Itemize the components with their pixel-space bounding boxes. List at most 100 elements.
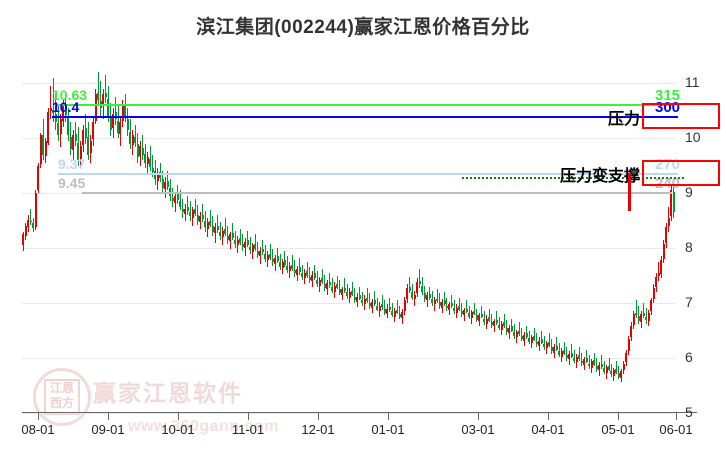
- candle-body: [191, 209, 194, 218]
- candle-body: [141, 148, 144, 155]
- y-axis-label-11: 11: [685, 74, 700, 91]
- candle-body: [465, 308, 468, 312]
- candle-wick: [488, 308, 490, 322]
- candle-wick: [30, 208, 32, 225]
- candle-wick: [214, 223, 216, 243]
- candle-body: [176, 194, 179, 200]
- candle-body: [573, 358, 576, 361]
- x-axis-label-09-01: 09-01: [91, 422, 125, 437]
- candle-body: [610, 371, 613, 375]
- candle-wick: [533, 327, 535, 342]
- candle-body: [318, 280, 321, 286]
- candle-wick: [444, 292, 445, 306]
- candle-wick: [299, 258, 301, 275]
- candle-body: [450, 303, 453, 307]
- candle-body: [231, 232, 234, 239]
- candle-wick: [369, 293, 371, 309]
- candle-wick: [331, 278, 333, 294]
- candle-body: [144, 153, 147, 163]
- candle-wick: [638, 305, 640, 324]
- candle-wick: [461, 303, 463, 317]
- candle-body: [403, 300, 406, 311]
- candle-body: [204, 220, 207, 228]
- candle-body: [538, 340, 541, 346]
- candle-wick: [202, 204, 204, 222]
- candle-body: [199, 216, 202, 222]
- candle-body: [77, 142, 80, 161]
- candle-body: [126, 119, 129, 130]
- x-axis-label-01-01: 01-01: [371, 422, 405, 437]
- candle-body: [376, 305, 379, 310]
- candle-body: [381, 304, 384, 308]
- candle-body: [249, 247, 252, 251]
- candle-body: [445, 305, 448, 309]
- candle-wick: [473, 303, 475, 316]
- candle-wick: [558, 342, 560, 357]
- candle-body: [665, 227, 668, 243]
- candle-body: [358, 294, 361, 299]
- y-axis-label-10: 10: [685, 129, 701, 146]
- y-axis-label-8: 8: [685, 239, 693, 256]
- candle-body: [171, 197, 174, 202]
- candle-body: [181, 208, 184, 213]
- candle-body: [271, 259, 274, 263]
- gann-line-dotted-green: [462, 176, 684, 179]
- candle-body: [201, 215, 204, 220]
- candle-wick: [224, 217, 226, 236]
- candle-wick: [374, 291, 376, 306]
- candle-body: [313, 272, 316, 279]
- candle-body: [443, 300, 446, 305]
- candle-body: [84, 128, 87, 139]
- candle-wick: [658, 261, 660, 282]
- candle-body: [391, 311, 394, 316]
- candle-body: [117, 120, 119, 133]
- candle-wick: [197, 205, 199, 225]
- candle-wick: [543, 336, 545, 350]
- candle-body: [630, 326, 633, 338]
- candle-body: [625, 352, 628, 363]
- candle-body: [416, 282, 418, 294]
- candle-body: [351, 291, 354, 295]
- candle-body: [151, 168, 154, 173]
- candle-body: [196, 215, 199, 221]
- candle-body: [463, 309, 466, 316]
- candle-body: [398, 314, 401, 318]
- candle-body: [224, 228, 227, 235]
- candle-body: [336, 283, 339, 288]
- candle-body: [418, 281, 421, 285]
- candle-body: [657, 272, 660, 276]
- candle-wick: [284, 250, 286, 267]
- candle-body: [156, 173, 159, 181]
- candle-body: [670, 190, 673, 217]
- candle-wick: [182, 198, 184, 218]
- candle-body: [303, 272, 306, 279]
- candle-body: [510, 326, 513, 331]
- candle-body: [109, 117, 112, 130]
- x-axis-label-03-01: 03-01: [461, 422, 495, 437]
- candle-body: [186, 206, 189, 211]
- candle-body: [525, 333, 528, 338]
- candle-body: [328, 282, 331, 286]
- candle-body: [114, 111, 117, 119]
- candle-body: [396, 309, 399, 313]
- candle-body: [650, 300, 653, 312]
- candle-body: [236, 239, 239, 246]
- candle-wick: [536, 333, 538, 347]
- candle-body: [662, 243, 665, 260]
- candle-body: [371, 302, 374, 308]
- candle-body: [139, 146, 142, 156]
- candle-body: [480, 314, 483, 318]
- annotation-pointer: [628, 172, 631, 211]
- candle-wick: [453, 299, 455, 315]
- candle-wick: [257, 241, 258, 258]
- candle-body: [239, 238, 242, 243]
- candle-wick: [306, 261, 308, 278]
- candle-wick: [615, 360, 617, 375]
- candle-body: [164, 182, 167, 189]
- candle-wick: [172, 187, 174, 207]
- candle-body: [423, 293, 426, 299]
- gridline-y-6: [22, 358, 675, 359]
- candle-wick: [339, 280, 341, 295]
- candle-body: [600, 363, 603, 368]
